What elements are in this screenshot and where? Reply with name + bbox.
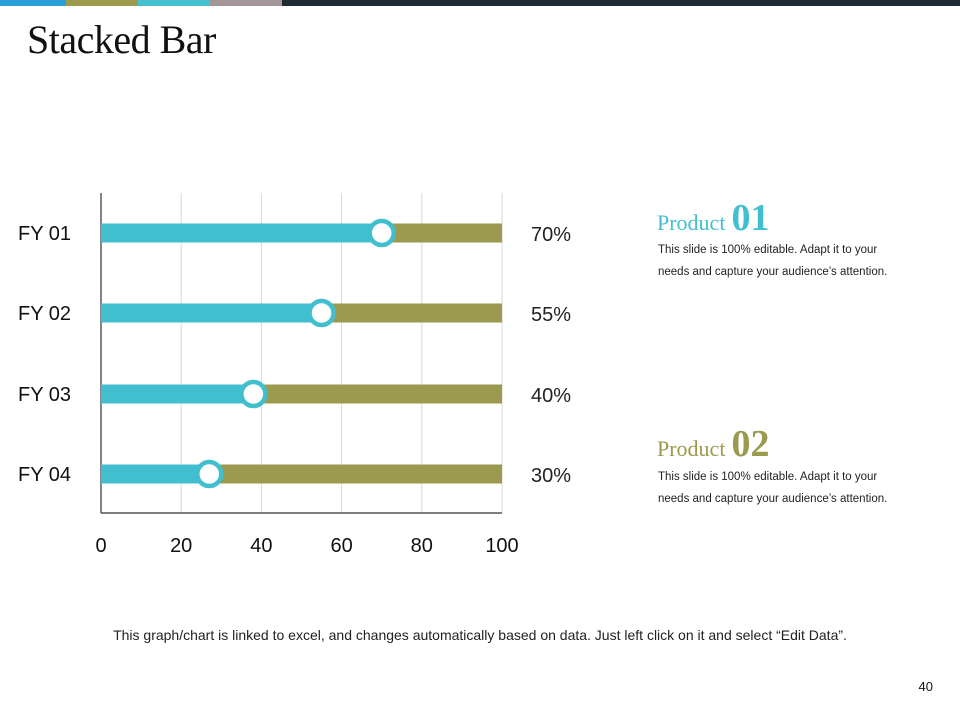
product-02-word: Product [657,436,726,461]
topbar-segment-5 [282,0,960,6]
bar-segment-series1 [101,223,382,243]
y-category-label: FY 04 [18,464,71,486]
x-tick-label: 0 [95,535,106,557]
bar-marker [367,218,396,248]
product-02-number: 02 [731,423,770,465]
bar-segment-series2 [209,464,502,484]
data-label: 30% [531,465,571,487]
top-color-bar [0,0,960,6]
product-02-heading: Product 02 [657,422,769,466]
bar-marker [307,298,336,328]
y-category-label: FY 02 [18,303,71,325]
product-02-desc-line-2: needs and capture your audience’s attent… [658,493,888,505]
product-01-desc-line-1: This slide is 100% editable. Adapt it to… [658,244,878,256]
x-tick-label: 20 [170,535,192,557]
data-label: 40% [531,385,571,407]
bar-segment-series2 [253,384,502,404]
slide-title: Stacked Bar [27,17,216,62]
topbar-segment-4 [210,0,282,6]
bar-segment-series1 [101,303,322,323]
product-01-desc-line-2: needs and capture your audience’s attent… [658,266,888,278]
product-01-description: This slide is 100% editable. Adapt it to… [658,239,918,283]
bar-segment-series1 [101,464,210,484]
y-category-label: FY 01 [18,223,71,245]
data-label: 55% [531,304,571,326]
product-02-description: This slide is 100% editable. Adapt it to… [658,466,918,510]
bar-segment-series2 [321,303,502,323]
topbar-segment-3 [138,0,210,6]
x-tick-label: 80 [411,535,433,557]
x-tick-label: 100 [485,535,518,557]
product-01-word: Product [657,210,726,235]
x-tick-label: 40 [250,535,272,557]
data-label: 70% [531,224,571,246]
bar-segment-series2 [381,223,502,243]
x-tick-label: 60 [330,535,352,557]
topbar-segment-1 [0,0,66,6]
bar-segment-series1 [101,384,254,404]
y-category-label: FY 03 [18,384,71,406]
product-02-desc-line-1: This slide is 100% editable. Adapt it to… [658,471,878,483]
product-01-heading: Product 01 [657,196,769,240]
product-01-number: 01 [731,197,770,239]
page-number: 40 [918,679,933,694]
bar-marker [195,459,224,489]
bar-marker [239,379,268,409]
chart-footnote: This graph/chart is linked to excel, and… [113,627,847,643]
topbar-segment-2 [66,0,138,6]
